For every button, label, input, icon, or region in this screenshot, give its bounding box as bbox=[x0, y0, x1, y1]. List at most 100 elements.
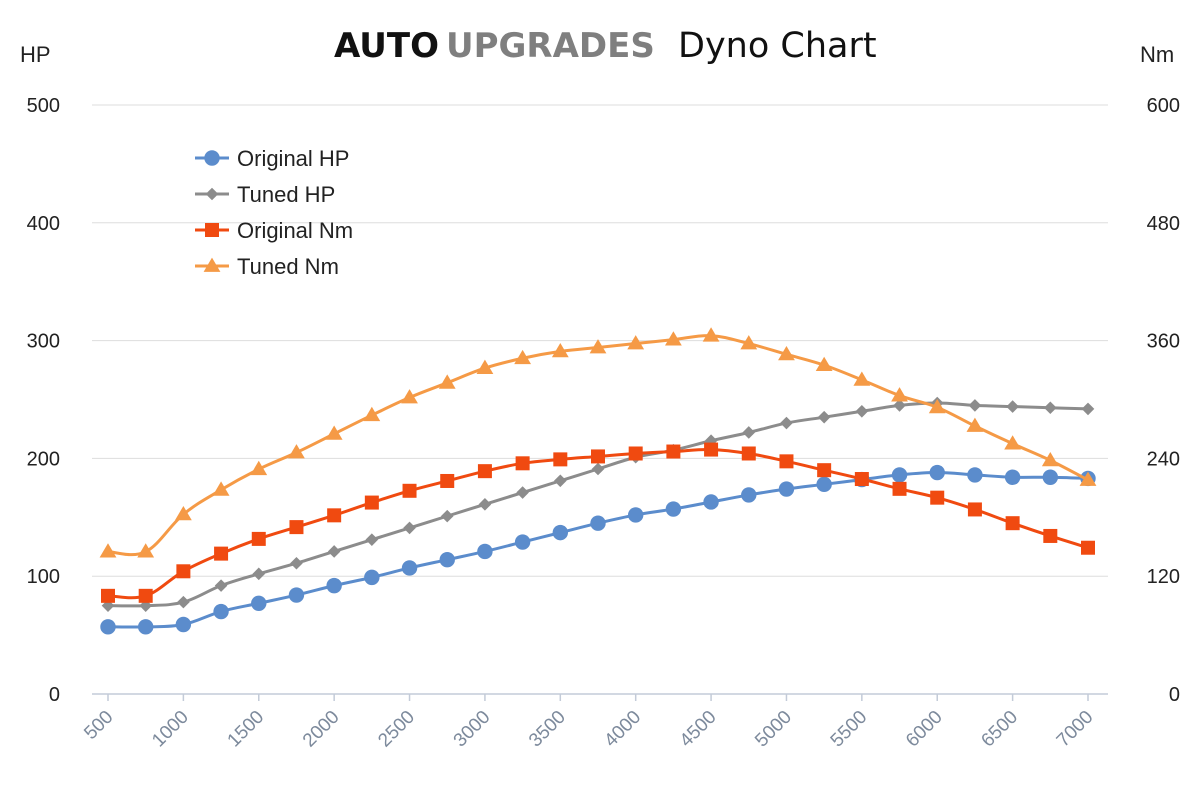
original-nm-point bbox=[666, 444, 681, 459]
x-tick-label: 5000 bbox=[751, 707, 796, 752]
y-right-unit-label: Nm bbox=[1140, 42, 1174, 67]
tuned-hp-point bbox=[327, 545, 341, 558]
original-nm-point bbox=[704, 442, 719, 457]
original-nm-point bbox=[515, 456, 530, 471]
original-hp-point bbox=[552, 524, 569, 541]
original-hp-point bbox=[364, 569, 380, 586]
original-nm-point bbox=[779, 454, 794, 469]
y-right-tick-label: 360 bbox=[1147, 331, 1180, 353]
legend-item-original-nm: Original Nm bbox=[195, 218, 353, 243]
tuned-nm-point bbox=[664, 331, 682, 346]
original-nm-point bbox=[967, 502, 982, 517]
series-original-nm bbox=[101, 442, 1095, 603]
tuned-nm-point bbox=[1041, 451, 1059, 467]
tuned-hp-point bbox=[817, 410, 831, 424]
y-right-tick-label: 120 bbox=[1147, 566, 1180, 588]
original-nm-point bbox=[138, 588, 153, 603]
x-tick-label: 6000 bbox=[902, 707, 947, 752]
tuned-nm-point bbox=[702, 327, 720, 342]
tuned-nm-point bbox=[551, 342, 569, 358]
original-nm-point bbox=[251, 531, 266, 546]
tuned-hp-point bbox=[742, 426, 756, 439]
tuned-hp-point bbox=[365, 533, 379, 546]
grid-layer bbox=[92, 104, 1108, 577]
legend-item-tuned-nm: Tuned Nm bbox=[195, 254, 339, 279]
tuned-nm-point bbox=[853, 371, 871, 386]
original-nm-point bbox=[289, 520, 304, 535]
y-right-tick-label: 0 bbox=[1169, 684, 1180, 706]
x-tick-label: 7000 bbox=[1053, 707, 1098, 752]
original-nm-point bbox=[892, 481, 907, 496]
y-left-tick-label: 400 bbox=[27, 213, 60, 235]
original-nm-point bbox=[402, 483, 417, 498]
tuned-hp-point bbox=[440, 509, 454, 523]
series-tuned-hp bbox=[101, 396, 1095, 612]
original-nm-point bbox=[854, 472, 869, 487]
tuned-nm-point bbox=[815, 356, 833, 372]
original-nm-point bbox=[628, 446, 643, 461]
tuned-hp-point bbox=[1006, 400, 1019, 413]
tuned-nm-point bbox=[1079, 471, 1097, 486]
tuned-hp-point bbox=[516, 486, 529, 499]
chart-title-main: Dyno Chart bbox=[678, 26, 877, 66]
original-hp-point bbox=[1042, 469, 1059, 485]
tuned-hp-point bbox=[478, 498, 492, 511]
original-nm-point bbox=[930, 490, 945, 505]
x-tick-label: 3000 bbox=[450, 707, 495, 752]
x-tick-label: 500 bbox=[80, 707, 117, 744]
original-nm-point bbox=[176, 564, 191, 579]
original-hp-point bbox=[816, 476, 832, 493]
legend-marker bbox=[203, 257, 221, 272]
original-hp-point bbox=[665, 501, 682, 517]
legend-marker bbox=[205, 187, 219, 201]
x-tick-label: 2500 bbox=[374, 707, 419, 752]
tuned-hp-point bbox=[968, 399, 982, 412]
legend-label: Tuned HP bbox=[237, 182, 335, 207]
tuned-hp-point bbox=[893, 399, 906, 412]
original-hp-point bbox=[514, 534, 531, 550]
x-tick-label: 6500 bbox=[977, 707, 1022, 752]
tuned-nm-point bbox=[928, 398, 946, 414]
series-tuned-nm bbox=[99, 327, 1097, 558]
tuned-nm-point bbox=[627, 335, 645, 350]
original-nm-point bbox=[440, 473, 455, 488]
original-hp-point bbox=[1004, 469, 1021, 485]
original-hp-point bbox=[929, 464, 945, 481]
legend-item-original-hp: Original HP bbox=[195, 146, 349, 171]
original-nm-point bbox=[741, 446, 756, 461]
tuned-hp-point bbox=[591, 462, 605, 476]
tuned-nm-point bbox=[778, 345, 795, 361]
original-hp-point bbox=[741, 487, 757, 503]
original-hp-point bbox=[288, 587, 305, 603]
series-original-hp bbox=[100, 464, 1096, 635]
x-tick-label: 2000 bbox=[299, 707, 344, 752]
legend-label: Original Nm bbox=[237, 218, 353, 243]
x-tick-label: 5500 bbox=[827, 707, 872, 752]
original-nm-point bbox=[364, 495, 379, 510]
tuned-nm-point bbox=[1004, 435, 1022, 450]
legend-label: Tuned Nm bbox=[237, 254, 339, 279]
tuned-hp-point bbox=[139, 599, 152, 612]
tuned-hp-point bbox=[403, 521, 416, 535]
tuned-hp-point bbox=[214, 579, 228, 592]
tuned-nm-point bbox=[966, 417, 984, 432]
tuned-nm-point bbox=[174, 505, 192, 521]
tuned-nm-point bbox=[212, 481, 230, 496]
tuned-hp-point bbox=[1081, 402, 1095, 416]
tuned-nm-point bbox=[438, 374, 456, 389]
x-tick-label: 1000 bbox=[148, 707, 193, 752]
chart-title-brand-upgrades: UPGRADES bbox=[446, 26, 655, 66]
series-layer bbox=[99, 327, 1097, 635]
chart-title-brand-auto: AUTO bbox=[334, 26, 439, 66]
tuned-nm-point bbox=[891, 387, 908, 402]
y-left-tick-label: 300 bbox=[27, 331, 60, 353]
y-left-tick-label: 0 bbox=[49, 684, 60, 706]
y-right-tick-label: 600 bbox=[1147, 95, 1180, 117]
tuned-nm-point bbox=[99, 543, 117, 558]
x-tick-label: 3500 bbox=[525, 707, 570, 752]
original-hp-point bbox=[213, 603, 229, 620]
tuned-nm-point bbox=[137, 543, 155, 558]
tuned-nm-point bbox=[288, 444, 305, 459]
y-left-tick-label: 500 bbox=[27, 95, 60, 117]
